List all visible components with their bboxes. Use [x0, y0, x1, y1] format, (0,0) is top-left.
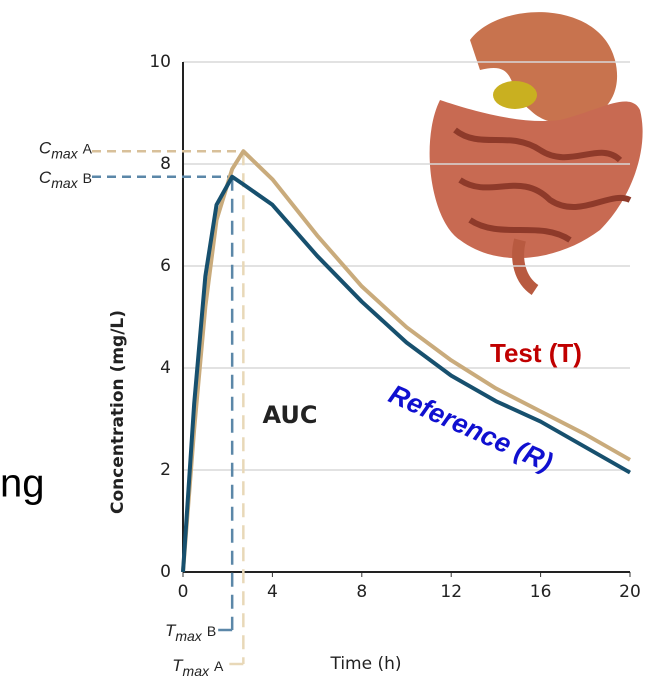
series-line [181, 149, 631, 573]
annotation-suffix: B [207, 623, 216, 639]
annotation-label: Cmax B [39, 168, 92, 190]
y-tick-label: 10 [149, 52, 171, 72]
annotation-label: Cmax A [39, 139, 93, 161]
auc-label: AUC [263, 401, 318, 429]
legend-label: Test (T) [490, 338, 582, 368]
y-tick-label: 0 [160, 562, 171, 582]
annotation-main: T [172, 656, 184, 675]
annotation-suffix: A [83, 140, 93, 156]
annotation-suffix: B [83, 169, 92, 185]
legend-label: Reference (R) [384, 379, 557, 478]
annotation-sub: max [183, 663, 210, 679]
side-text: ng [0, 462, 45, 506]
annotation-label: Tmax A [172, 656, 224, 678]
y-tick-label: 6 [160, 256, 171, 276]
y-tick-label: 8 [160, 154, 171, 174]
annotation-sub: max [51, 174, 78, 190]
x-tick-label: 12 [440, 582, 462, 602]
digestive-illustration [429, 12, 643, 295]
annotation-sub: max [175, 628, 202, 644]
annotation-suffix: A [214, 658, 224, 674]
x-tick-label: 20 [619, 582, 641, 602]
y-tick-label: 4 [160, 358, 171, 378]
x-tick-label: 8 [356, 582, 367, 602]
y-axis-label: Concentration (mg/L) [108, 310, 128, 514]
x-tick-label: 4 [267, 582, 278, 602]
x-tick-label: 16 [530, 582, 552, 602]
annotation-sub: max [51, 145, 78, 161]
annotation-main: C [39, 139, 52, 158]
y-tick-label: 2 [160, 460, 171, 480]
annotation-label: Tmax B [165, 621, 216, 643]
x-tick-label: 0 [178, 582, 189, 602]
annotation-main: T [165, 621, 177, 640]
annotation-main: C [39, 168, 52, 187]
series-line [181, 174, 631, 573]
x-axis-label: Time (h) [329, 654, 401, 674]
